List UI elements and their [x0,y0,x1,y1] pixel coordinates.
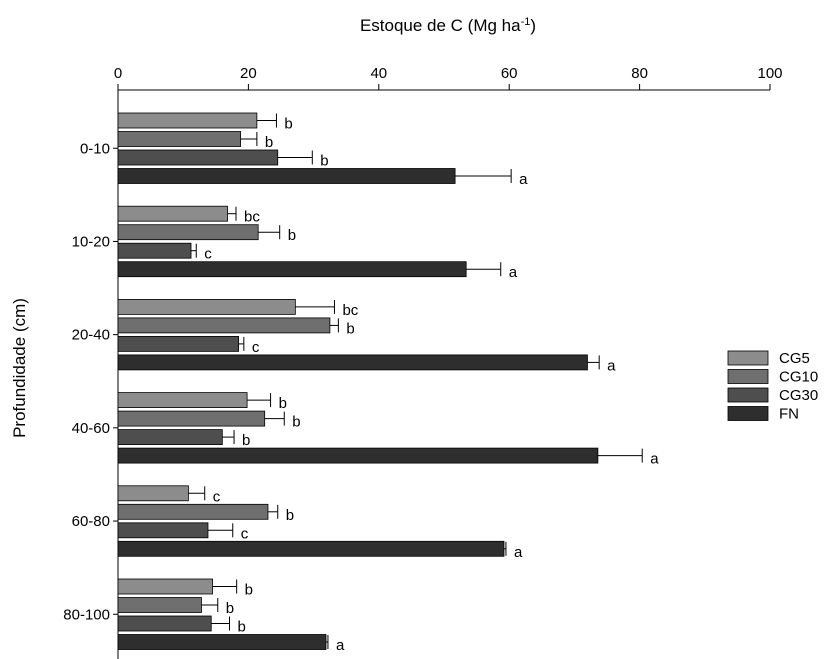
significance-letter: b [245,582,253,599]
bar [117,634,327,650]
y-category-label: 20-40 [72,327,110,344]
significance-letter: b [242,432,250,449]
significance-letter: a [514,544,523,561]
bar [117,112,258,129]
significance-letter: b [346,320,354,337]
significance-letter: b [237,619,245,636]
legend-label: CG10 [779,369,818,386]
legend-label: CG5 [779,350,810,367]
bar [117,317,331,334]
x-tick-label: 20 [240,65,257,82]
significance-letter: b [284,116,292,133]
x-tick-label: 80 [631,65,648,82]
significance-letter: b [286,507,294,524]
significance-letter: b [288,227,296,244]
y-category-label: 60-80 [72,513,110,530]
bar [117,410,266,427]
significance-letter: bc [244,209,260,226]
y-category-label: 0-10 [80,140,110,157]
bar [117,447,599,464]
significance-letter: b [292,414,300,431]
x-tick-label: 40 [370,65,387,82]
significance-letter: b [279,395,287,412]
bar [117,578,213,595]
y-category-label: 80-100 [63,606,110,623]
bar [117,392,248,409]
bar [117,168,456,184]
significance-letter: a [607,357,616,374]
bar [117,522,209,539]
bar [117,354,588,371]
bar [117,205,228,222]
bar [117,224,259,241]
significance-letter: a [509,264,518,281]
bar [117,149,279,166]
y-category-label: 40-60 [72,420,110,437]
legend-swatch [727,387,769,403]
significance-letter: b [265,134,273,151]
bar [117,298,296,315]
bar [117,261,467,278]
x-tick-label: 0 [114,65,122,82]
bar [117,485,189,502]
bar [117,503,269,520]
bar [117,131,241,147]
significance-letter: c [252,339,260,356]
legend-swatch [727,350,769,366]
x-axis-title: Estoque de C (Mg ha-1) [360,16,536,35]
significance-letter: a [519,171,528,188]
legend-label: CG30 [779,387,818,404]
x-tick-label: 60 [501,65,518,82]
y-axis-title: Profundidade (cm) [10,298,29,438]
significance-letter: a [336,637,345,654]
significance-letter: b [226,600,234,617]
significance-letter: c [204,246,212,263]
bar [117,429,223,446]
significance-letter: c [213,488,221,505]
significance-letter: b [320,153,328,170]
bar [117,597,202,613]
y-category-label: 10-20 [72,233,110,250]
significance-letter: bc [342,302,358,319]
legend-swatch [727,369,769,384]
x-tick-label: 100 [757,65,782,82]
bar [117,615,212,632]
significance-letter: c [241,525,249,542]
legend-swatch [727,406,769,421]
axes: 0 20 40 60 80 100 0-10 10-20 20-40 40-60 60-80 80-1… [63,65,783,659]
legend-label: FN [779,406,799,423]
bar [117,540,505,557]
bar [117,242,192,259]
significance-letter: a [650,451,659,468]
bar [117,335,240,352]
